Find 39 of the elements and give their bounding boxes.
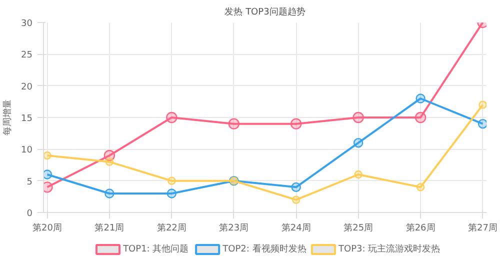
x-tick-label: 第22周 — [156, 222, 186, 234]
point — [168, 176, 176, 185]
point — [354, 170, 362, 179]
x-tick-label: 第24周 — [281, 222, 311, 234]
legend-label: TOP1: 其他问题 — [122, 244, 189, 254]
legend-label: TOP2: 看视频时发热 — [222, 244, 306, 254]
legend-label: TOP3: 玩主流游戏时发热 — [338, 244, 440, 254]
y-tick-label: 5 — [26, 177, 33, 188]
point — [166, 188, 177, 198]
point — [292, 196, 300, 204]
point — [44, 170, 52, 180]
point — [291, 182, 301, 192]
chart-title: 发热 TOP3问题趋势 — [224, 6, 306, 18]
point — [104, 188, 114, 198]
point — [352, 112, 364, 124]
point — [105, 158, 114, 166]
x-tick-label: 第26周 — [406, 222, 436, 234]
point — [414, 112, 426, 124]
x-tick-label: 第21周 — [94, 222, 124, 234]
y-tick-label: 25 — [21, 50, 32, 61]
point — [478, 100, 486, 109]
x-tick-label: 第23周 — [219, 222, 249, 234]
point — [416, 94, 426, 104]
y-tick-label: 30 — [21, 19, 33, 29]
point — [353, 138, 364, 148]
point — [44, 151, 52, 160]
y-tick-label: 20 — [21, 82, 33, 92]
point — [290, 118, 302, 130]
y-axis-title: 每周增量 — [2, 100, 14, 136]
y-tick-label: 0 — [26, 209, 33, 219]
x-tick-label: 第25周 — [344, 222, 374, 234]
x-tick-label: 第20周 — [32, 222, 62, 234]
point — [228, 118, 240, 130]
y-tick-label: 10 — [21, 146, 33, 156]
x-tick-label: 第27周 — [468, 222, 498, 234]
point — [166, 112, 178, 124]
point — [478, 118, 486, 129]
point — [416, 183, 425, 192]
y-tick-label: 15 — [21, 114, 32, 124]
